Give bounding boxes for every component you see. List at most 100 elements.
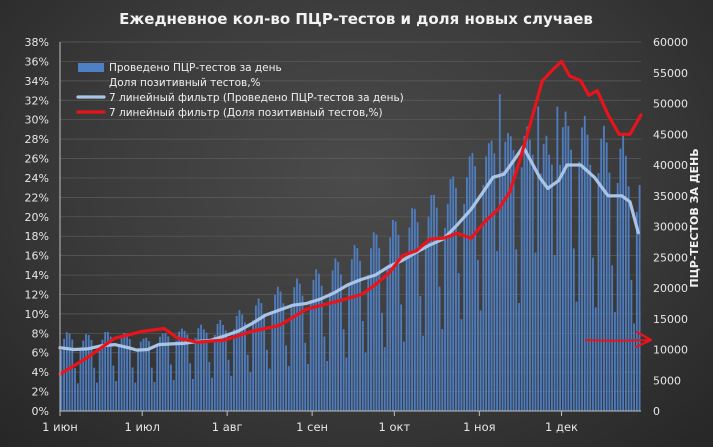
bar [476, 259, 479, 411]
bar [583, 115, 586, 412]
bar [222, 324, 224, 411]
bar [427, 216, 430, 411]
bar [350, 259, 353, 411]
bar [194, 338, 197, 411]
bar [137, 348, 139, 411]
bar [515, 249, 518, 411]
bar [233, 329, 235, 411]
y-left-tick-label: 22% [25, 191, 49, 204]
chart-title: Ежедневное кол-во ПЦР-тестов и доля новы… [119, 10, 593, 28]
bar [638, 185, 641, 411]
y-left-tick-label: 24% [25, 172, 49, 185]
bar [378, 247, 381, 411]
bar [315, 269, 318, 411]
y-right-tick-label: 35000 [653, 190, 688, 203]
bar [249, 372, 252, 411]
bar [71, 339, 74, 411]
bar [90, 339, 93, 411]
bar [603, 125, 605, 412]
bar [115, 381, 118, 411]
y-axis-left: 0% 2% 4% 6% 8% 10% 12% 14% 16% 18% 20% 22% 24% 26% 28%… [25, 36, 49, 418]
bar [205, 332, 208, 411]
bar [183, 330, 186, 411]
bar [328, 292, 331, 411]
legend-label: 7 линейный фильтр (Доля позитивный тесто… [109, 107, 383, 119]
y-left-tick-label: 34% [25, 75, 49, 88]
bar [594, 307, 597, 411]
y-left-tick-label: 4% [32, 366, 49, 379]
bar [457, 273, 460, 411]
x-tick-label: 1 авг [212, 420, 243, 434]
bar [156, 345, 159, 411]
y-right-tick-label: 30000 [653, 221, 688, 234]
bar [282, 303, 285, 411]
bar [455, 187, 457, 411]
bar [241, 314, 244, 411]
bar [479, 310, 482, 411]
bar [359, 260, 361, 411]
bar [375, 234, 378, 411]
bar [633, 323, 636, 411]
bar [578, 161, 581, 411]
bar [534, 252, 537, 411]
bar [213, 334, 216, 411]
bar [389, 237, 392, 411]
bar [452, 176, 455, 411]
bar [353, 245, 356, 411]
bar [134, 382, 137, 411]
bar [145, 337, 148, 411]
bar [597, 173, 600, 411]
bar [613, 312, 616, 411]
bar [444, 227, 446, 411]
bar [139, 341, 142, 411]
y-axis-right-label: ПЦР-ТЕСТОВ ЗА ДЕНЬ [688, 148, 701, 287]
bar [589, 164, 592, 411]
bar [323, 336, 326, 411]
bar [123, 332, 126, 411]
bar [106, 331, 109, 411]
bar [526, 126, 529, 412]
bar [635, 211, 638, 411]
bar [339, 274, 342, 411]
bar [290, 305, 293, 411]
legend-label: Проведено ПЦР-тестов за день [109, 62, 282, 74]
bar [531, 154, 534, 411]
bar [131, 367, 134, 411]
y-left-tick-label: 16% [25, 250, 49, 263]
positive-share-moving-average-line [58, 59, 643, 376]
bar [493, 153, 496, 412]
bar [364, 352, 367, 411]
y-left-tick-label: 36% [25, 55, 49, 68]
bar [553, 255, 556, 411]
bar [298, 283, 301, 411]
bar [624, 155, 627, 411]
x-tick-label: 1 июн [42, 420, 78, 434]
y-left-tick-label: 28% [25, 133, 49, 146]
arrow-shaft [584, 339, 652, 342]
bar [550, 164, 553, 411]
x-tick-label: 1 окт [379, 420, 411, 434]
bar [507, 133, 509, 411]
bar [161, 333, 164, 411]
bar [400, 304, 403, 411]
bar [109, 336, 112, 411]
bar [485, 156, 488, 411]
bar [542, 143, 545, 411]
bar [219, 319, 222, 411]
bar [296, 278, 298, 411]
bar [254, 305, 257, 411]
x-axis: 1 июн 1 июл 1 авг 1 сен 1 окт 1 ноя 1 дек [42, 42, 641, 434]
y-left-tick-label: 18% [25, 230, 49, 243]
bar [85, 334, 87, 411]
bar [263, 313, 266, 411]
bar [564, 111, 567, 411]
bar [619, 148, 622, 412]
arrow-head [634, 330, 653, 349]
bar [397, 234, 400, 411]
y-left-tick-label: 2% [32, 386, 49, 399]
bar [581, 127, 583, 412]
bar [605, 142, 608, 412]
bar [572, 248, 575, 411]
y-left-tick-label: 10% [25, 308, 49, 321]
